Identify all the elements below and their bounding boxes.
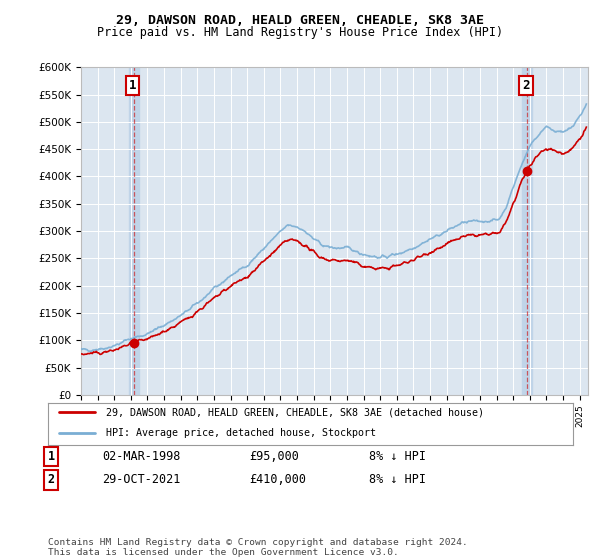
Text: 29, DAWSON ROAD, HEALD GREEN, CHEADLE, SK8 3AE (detached house): 29, DAWSON ROAD, HEALD GREEN, CHEADLE, S… (106, 408, 484, 417)
Text: 8% ↓ HPI: 8% ↓ HPI (369, 473, 426, 487)
Text: Contains HM Land Registry data © Crown copyright and database right 2024.
This d: Contains HM Land Registry data © Crown c… (48, 538, 468, 557)
Text: 2: 2 (47, 473, 55, 487)
Text: 8% ↓ HPI: 8% ↓ HPI (369, 450, 426, 463)
Text: HPI: Average price, detached house, Stockport: HPI: Average price, detached house, Stoc… (106, 428, 376, 438)
Text: 02-MAR-1998: 02-MAR-1998 (102, 450, 181, 463)
Bar (522, 67, 532, 395)
Text: £410,000: £410,000 (249, 473, 306, 487)
Text: 29-OCT-2021: 29-OCT-2021 (102, 473, 181, 487)
Text: Price paid vs. HM Land Registry's House Price Index (HPI): Price paid vs. HM Land Registry's House … (97, 26, 503, 39)
Text: 29, DAWSON ROAD, HEALD GREEN, CHEADLE, SK8 3AE: 29, DAWSON ROAD, HEALD GREEN, CHEADLE, S… (116, 14, 484, 27)
Bar (129, 67, 139, 395)
Text: 1: 1 (47, 450, 55, 463)
Text: 2: 2 (522, 79, 530, 92)
Text: 1: 1 (129, 79, 136, 92)
Text: £95,000: £95,000 (249, 450, 299, 463)
